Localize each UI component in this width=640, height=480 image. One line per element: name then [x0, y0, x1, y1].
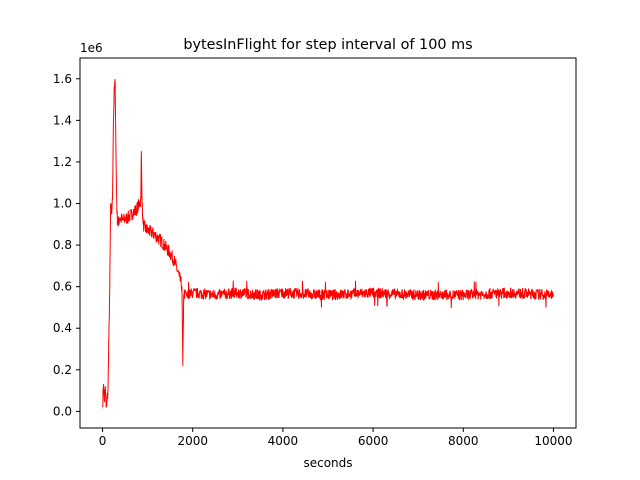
x-axis: 0 2000 4000 6000 8000 10000 [99, 428, 573, 448]
x-tick-label: 6000 [358, 434, 389, 448]
x-tick-label: 2000 [177, 434, 208, 448]
y-offset-label: 1e6 [80, 41, 103, 55]
y-tick-label: 0.2 [53, 363, 72, 377]
chart-title: bytesInFlight for step interval of 100 m… [183, 37, 472, 53]
plot-frame [79, 57, 577, 429]
y-tick-label: 1.0 [53, 197, 72, 211]
x-tick-label: 0 [99, 434, 107, 448]
x-axis-label: seconds [303, 456, 352, 470]
y-tick-label: 1.4 [53, 113, 72, 127]
y-tick-label: 0.4 [53, 321, 72, 335]
y-axis: 0.0 0.2 0.4 0.6 0.8 1.0 1.2 1.4 1.6 [53, 72, 80, 418]
x-tick-label: 4000 [268, 434, 299, 448]
y-tick-label: 0.8 [53, 238, 72, 252]
y-tick-label: 1.6 [53, 72, 72, 86]
x-tick-label: 10000 [534, 434, 572, 448]
y-tick-label: 1.2 [53, 155, 72, 169]
plot-area [102, 78, 554, 408]
y-tick-label: 0.6 [53, 280, 72, 294]
y-tick-label: 0.0 [53, 404, 72, 418]
series-line [102, 78, 554, 408]
x-tick-label: 8000 [448, 434, 479, 448]
